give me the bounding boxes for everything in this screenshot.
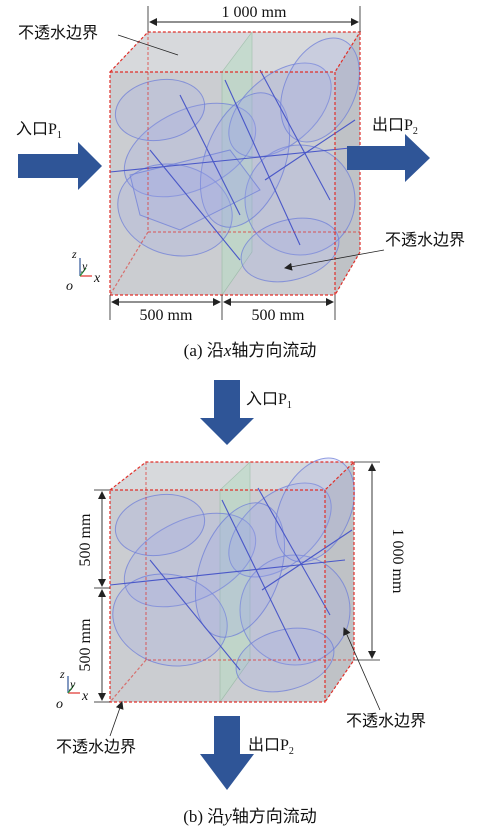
top-dimension-label-a: 1 000 mm [222, 4, 287, 21]
boundary-label-right-a: 不透水边界 [385, 231, 465, 249]
inlet-arrow-a [18, 142, 102, 190]
caption-a-prefix: (a) 沿 [184, 341, 224, 360]
axis-x-b: x [81, 689, 89, 704]
fractures-a [114, 37, 360, 283]
inlet-label-b: 入口P1 [246, 391, 292, 411]
axes-a: z y o x [66, 247, 101, 294]
axis-o-a: o [66, 279, 73, 294]
outlet-b: 出口P2 [200, 716, 294, 790]
left-dimension-b: 500 mm 500 mm [77, 489, 110, 703]
outlet-sub-a: 2 [413, 126, 418, 137]
caption-b: (b) 沿y轴方向流动 [183, 807, 317, 826]
left-dimension-bottom-b: 500 mm [77, 618, 94, 671]
axis-y-b: y [69, 677, 76, 691]
inlet-sub-a: 1 [57, 130, 62, 141]
axis-o-b: o [56, 697, 63, 712]
inlet-arrow-b [200, 380, 254, 445]
inlet-label-a: 入口P1 [16, 121, 62, 141]
caption-b-axis: y [222, 807, 232, 826]
fracture-traces-b [109, 487, 353, 671]
left-dimension-top-b: 500 mm [77, 513, 94, 566]
outlet-text-a: 出口P [372, 116, 413, 134]
bottom-dimension-a: 500 mm 500 mm [109, 295, 336, 324]
inlet-text-a: 入口P [16, 121, 57, 138]
outlet-label-a: 出口P2 [372, 116, 418, 137]
boundary-leader-right-a [284, 249, 385, 271]
outlet-a: 出口P2 [347, 116, 430, 182]
boundary-leader-left-b [109, 701, 124, 737]
cube-b [109, 457, 356, 704]
boundary-leader-top-a [117, 34, 179, 56]
boundary-label-right-b: 不透水边界 [346, 712, 426, 730]
caption-a-suffix: 轴方向流动 [231, 341, 316, 360]
inlet-sub-b: 1 [287, 400, 292, 411]
right-dimension-b: 1 000 mm [354, 461, 406, 661]
outlet-arrow-a [347, 134, 430, 182]
bottom-dimension-right-a: 500 mm [252, 307, 305, 324]
outlet-text-b: 出口P [248, 736, 289, 754]
fracture-traces-a [109, 69, 356, 261]
axis-z-b: z [59, 667, 65, 681]
boundary-label-left-b: 不透水边界 [56, 738, 136, 756]
axis-z-a: z [71, 247, 77, 261]
boundary-label-top-a: 不透水边界 [18, 24, 98, 42]
panel-b: 入口P1 [56, 380, 426, 826]
inlet-a: 入口P1 [16, 121, 102, 190]
outlet-sub-b: 2 [289, 746, 294, 757]
outlet-label-b: 出口P2 [248, 736, 294, 757]
caption-b-prefix: (b) 沿 [183, 807, 224, 826]
right-dimension-label-b: 1 000 mm [389, 529, 406, 594]
cube-a [109, 30, 362, 297]
axes-b: z y o x [56, 667, 89, 712]
outlet-arrow-b [200, 716, 254, 790]
inlet-b: 入口P1 [200, 380, 292, 445]
axis-y-a: y [81, 259, 88, 273]
bottom-dimension-left-a: 500 mm [140, 307, 193, 324]
boundary-leader-right-b [343, 627, 381, 711]
caption-a-axis: x [223, 341, 232, 360]
inlet-text-b: 入口P [246, 391, 287, 408]
fractures-b [112, 457, 355, 693]
panel-a: 1 000 mm 不透水边界 入口P1 出口P2 不透水边界 z y o x [16, 4, 465, 360]
axis-x-a: x [93, 271, 101, 286]
caption-a: (a) 沿x轴方向流动 [184, 341, 317, 360]
top-dimension-a: 1 000 mm [147, 4, 361, 32]
caption-b-suffix: 轴方向流动 [232, 807, 317, 826]
boundary-lines-b [109, 461, 356, 703]
